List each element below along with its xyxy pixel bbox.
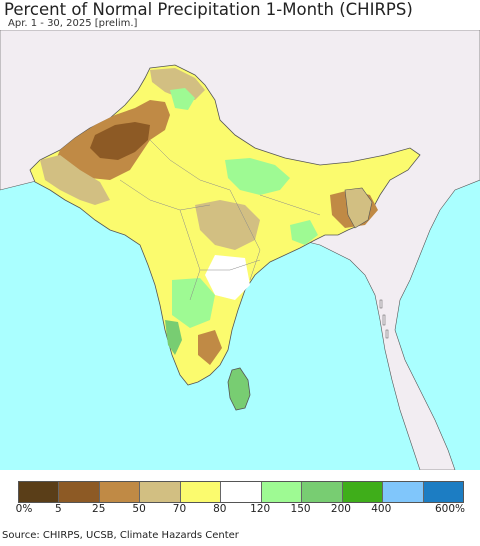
legend-tick-label: 400: [371, 503, 392, 515]
region-dry-central: [195, 200, 260, 250]
region-normal-south: [205, 255, 250, 300]
region-sri-lanka: [227, 367, 251, 411]
precipitation-map: [0, 30, 480, 470]
region-wet-deccan: [172, 278, 215, 328]
color-legend: [18, 481, 464, 503]
legend-swatch: [423, 482, 463, 502]
legend-swatch: [383, 482, 424, 502]
region-dry-kashmir: [150, 68, 205, 100]
source-credit: Source: CHIRPS, UCSB, Climate Hazards Ce…: [2, 530, 239, 541]
legend-swatch: [99, 482, 141, 502]
region-wet-gangetic: [225, 158, 290, 195]
legend-swatch: [261, 482, 303, 502]
region-dry-tan-west: [40, 155, 110, 205]
legend-tick-label: 5: [55, 503, 62, 515]
legend-tick-label: 70: [172, 503, 187, 515]
legend-swatch: [221, 482, 262, 502]
region-wet-bengal: [290, 220, 318, 245]
legend-tick-label: 0%: [15, 503, 33, 515]
region-dry-tamil: [198, 330, 222, 365]
andaman-islands: [379, 299, 389, 339]
legend-swatch: [342, 482, 384, 502]
region-very-dry-core: [90, 122, 150, 160]
region-bangladesh: [344, 187, 373, 229]
legend-swatch: [19, 482, 60, 502]
legend-tick-label: 600%: [434, 503, 466, 515]
map-canvas: [0, 30, 480, 470]
legend-tick-label: 120: [250, 503, 271, 515]
legend-tick-label: 200: [330, 503, 351, 515]
admin-boundaries: [119, 139, 321, 301]
region-wet-himalaya: [170, 88, 195, 110]
legend-tick-label: 50: [132, 503, 146, 515]
region-wet-coast: [165, 320, 182, 355]
legend-ticks: 0% 5 25 50 70 80 120 150 200 400 600%: [0, 503, 480, 517]
map-title: Percent of Normal Precipitation 1-Month …: [4, 0, 413, 19]
legend-swatch: [180, 482, 222, 502]
legend-swatch: [302, 482, 343, 502]
legend-swatch: [140, 482, 181, 502]
legend-tick-label: 150: [290, 503, 311, 515]
legend-swatch: [59, 482, 100, 502]
legend-tick-label: 25: [92, 503, 106, 515]
map-subtitle: Apr. 1 - 30, 2025 [prelim.]: [8, 18, 138, 29]
legend-tick-label: 80: [213, 503, 227, 515]
